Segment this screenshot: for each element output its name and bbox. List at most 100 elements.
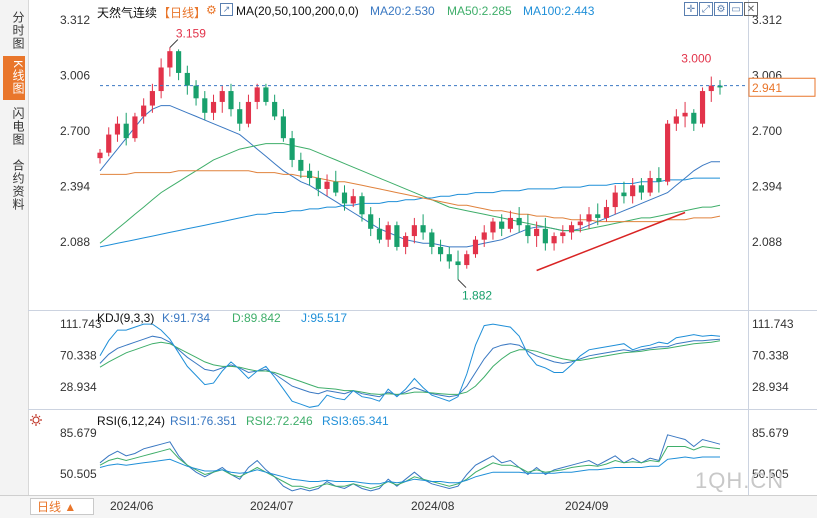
- candle-body: [665, 123, 671, 182]
- ma-line-ma20: [99, 105, 720, 248]
- kdj-d-value: D:89.842: [232, 311, 281, 325]
- tab-kline[interactable]: K线图: [3, 56, 25, 100]
- candle-body: [306, 170, 313, 179]
- candle-body: [141, 105, 147, 117]
- y-tick-right: 2.088: [752, 235, 782, 249]
- close-icon[interactable]: ✕: [744, 2, 758, 16]
- date-tick: 2024/07: [250, 499, 294, 513]
- candle-body: [708, 85, 714, 92]
- candle-body: [446, 254, 452, 262]
- candle-body: [123, 123, 129, 139]
- candle-body: [682, 112, 688, 117]
- settings-icon[interactable]: ⚙: [714, 2, 728, 16]
- candle-body: [560, 232, 566, 237]
- candle-body: [638, 185, 644, 193]
- last-price-box: [748, 77, 816, 97]
- candle-body: [237, 109, 243, 124]
- y-tick-right: 111.743: [752, 317, 794, 331]
- candle-body: [691, 112, 697, 124]
- high-annotation: 3.159: [176, 27, 206, 41]
- candle-body: [394, 225, 400, 247]
- candle-body: [612, 192, 618, 208]
- support-trendline: [536, 211, 686, 272]
- tab-tick-chart[interactable]: 闪电图: [11, 106, 25, 146]
- candle-body: [376, 228, 383, 240]
- candle-body: [403, 236, 409, 247]
- candle-body: [193, 85, 199, 99]
- candle-body: [472, 239, 479, 255]
- kdj-k-value: K:91.734: [162, 311, 211, 325]
- kdj-line-d: [99, 340, 721, 395]
- candle-body: [359, 196, 365, 215]
- kdj-j-value: J:95.517: [301, 311, 348, 325]
- rsi-line-rsi1: [99, 434, 721, 492]
- tab-contract-info[interactable]: 合约资料: [11, 159, 25, 211]
- candle-body: [656, 178, 662, 182]
- candle-body: [245, 101, 252, 124]
- candle-body: [385, 225, 391, 240]
- candle-body: [158, 67, 164, 92]
- date-tick: 2024/06: [110, 499, 154, 513]
- candle-body: [630, 185, 636, 197]
- candle-body: [673, 116, 679, 124]
- period-selector[interactable]: 日线 ▲: [30, 498, 94, 515]
- candle-body: [621, 192, 627, 197]
- period-tag: 【日线】: [158, 6, 207, 20]
- y-tick-left: 3.312: [60, 13, 90, 27]
- candle-body: [525, 225, 531, 237]
- candle-body: [272, 101, 278, 117]
- candle-body: [341, 192, 348, 204]
- rsi-line-rsi2: [99, 445, 721, 490]
- rsi-settings-icon[interactable]: [30, 414, 42, 426]
- candle-body: [210, 101, 217, 113]
- y-tick-left: 28.934: [60, 380, 97, 394]
- watermark: 1QH.CN: [695, 468, 785, 493]
- ma100-value: MA100:2.443: [523, 4, 595, 18]
- candle-body: [324, 181, 330, 189]
- ma-line-ma50: [99, 143, 721, 244]
- candle-body: [586, 214, 592, 222]
- y-tick-left: 50.505: [60, 467, 97, 481]
- candle-body: [114, 123, 121, 135]
- instrument-title: 天然气连续: [97, 6, 158, 20]
- high-pointer: [169, 39, 179, 48]
- crosshair-icon[interactable]: ✛: [684, 2, 698, 16]
- candle-body: [699, 91, 706, 124]
- chart-icon[interactable]: ↗: [220, 3, 233, 16]
- candle-body: [507, 217, 514, 229]
- candle-body: [603, 207, 610, 218]
- y-tick-right: 85.679: [752, 426, 789, 440]
- last-price-label: 2.941: [752, 81, 782, 95]
- kdj-line-k: [99, 335, 721, 398]
- candle-body: [350, 196, 356, 204]
- tab-intraday[interactable]: 分时图: [11, 10, 25, 50]
- ma-params-label: MA(20,50,100,200,0,0): [236, 4, 359, 18]
- candle-body: [106, 134, 112, 153]
- y-tick-left: 2.700: [60, 124, 90, 138]
- collapse-icon[interactable]: ▭: [729, 2, 743, 16]
- candle-body: [167, 51, 173, 68]
- y-tick-right: 50.505: [752, 467, 789, 481]
- candle-body: [228, 91, 234, 110]
- low-annotation: 1.882: [462, 289, 492, 303]
- y-tick-left: 70.338: [60, 349, 97, 363]
- y-tick-left: 3.006: [60, 68, 90, 82]
- candle-body: [717, 85, 723, 88]
- candle-body: [368, 214, 374, 229]
- candle-body: [289, 138, 295, 160]
- candle-body: [202, 98, 208, 113]
- ma-line-ma100: [99, 177, 720, 248]
- candle-body: [219, 91, 225, 102]
- y-tick-left: 2.394: [60, 179, 90, 193]
- kdj-label: KDJ(9,3,3): [97, 311, 155, 325]
- candle-body: [481, 232, 487, 240]
- candle-body: [490, 221, 496, 233]
- candle-body: [420, 225, 426, 233]
- rsi-line-rsi3: [99, 456, 720, 485]
- rsi2-value: RSI2:72.246: [246, 414, 313, 428]
- settings-gear-icon[interactable]: ⚙: [206, 3, 217, 17]
- y-tick-left: 111.743: [60, 317, 102, 331]
- low-pointer: [457, 279, 467, 288]
- fullscreen-icon[interactable]: ⤢: [699, 2, 713, 16]
